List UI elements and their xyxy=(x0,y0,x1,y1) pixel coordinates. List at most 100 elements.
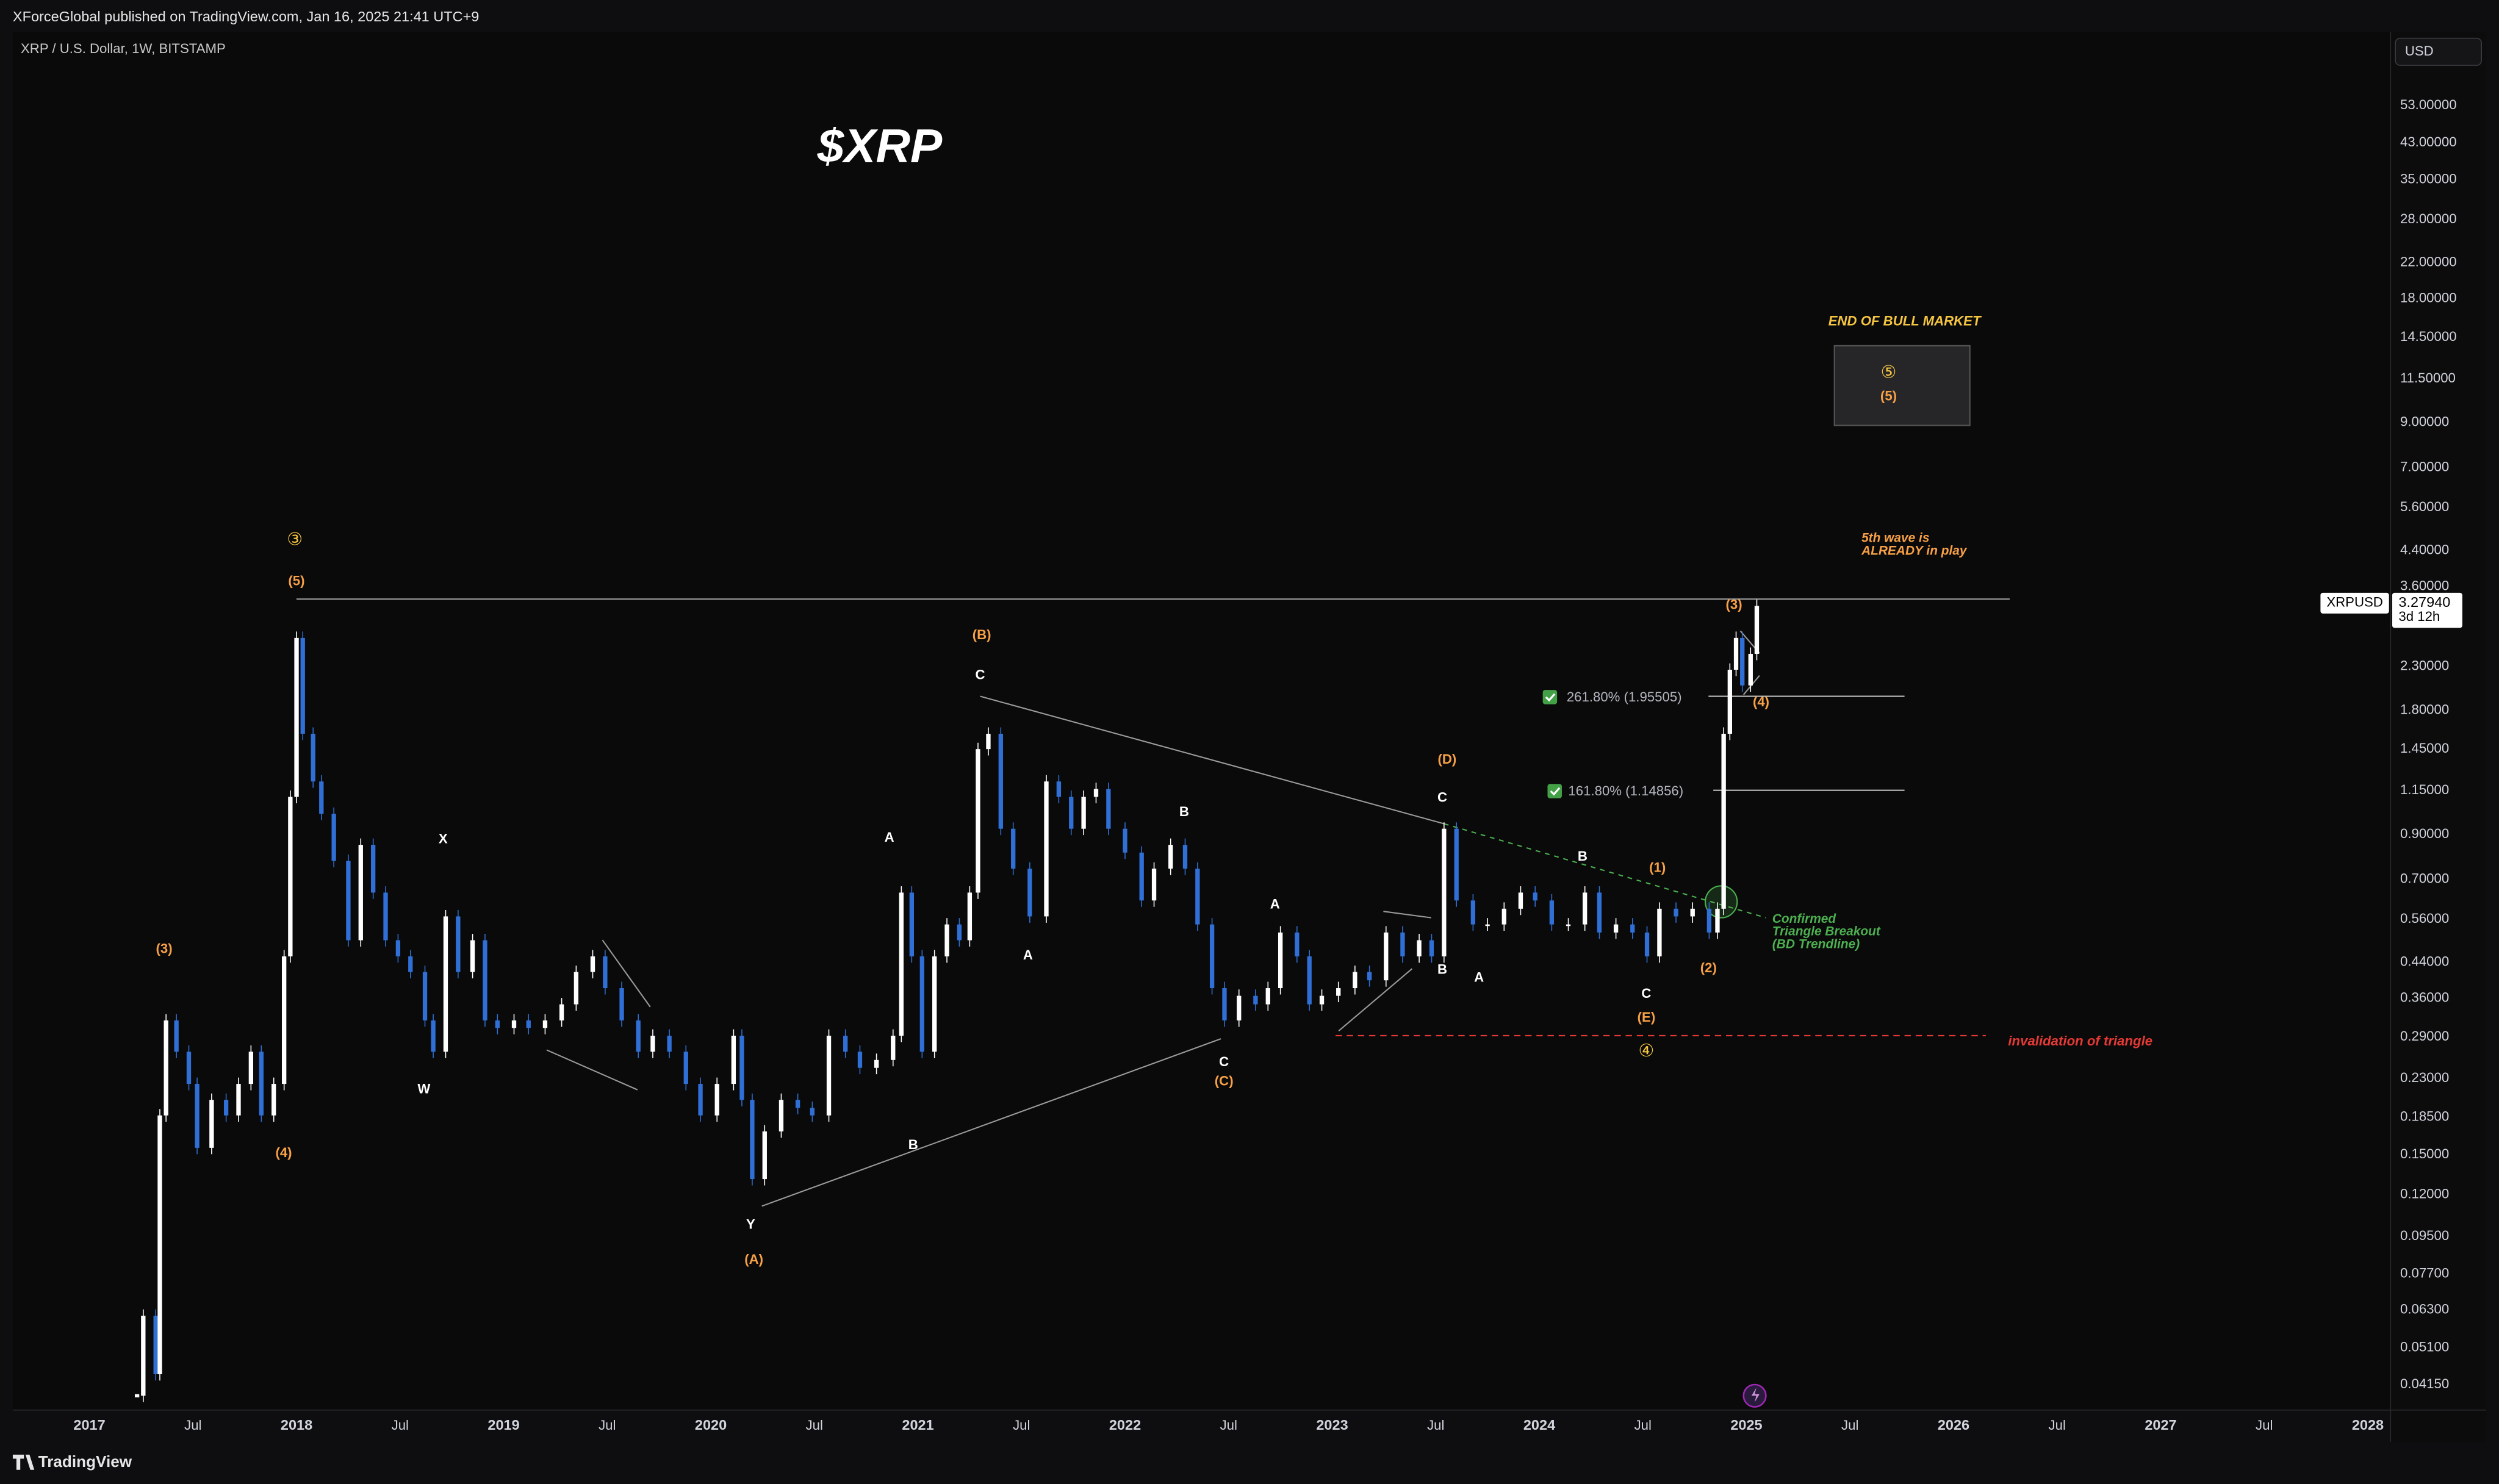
candle-body xyxy=(976,749,980,893)
x-tick-label: 2026 xyxy=(1938,1417,1969,1433)
candle-body xyxy=(1630,924,1635,933)
currency-label[interactable]: USD xyxy=(2405,43,2434,59)
candle-body xyxy=(1454,828,1459,901)
candle-body xyxy=(874,1059,879,1068)
candle-body xyxy=(1733,637,1739,670)
y-tick-label: 5.60000 xyxy=(2400,499,2449,514)
candle-body xyxy=(1168,845,1173,869)
candle-body xyxy=(1139,852,1144,901)
candle-body xyxy=(1195,869,1200,925)
candle-body xyxy=(1081,797,1086,829)
check-icon xyxy=(1542,690,1558,704)
brand-name: TradingView xyxy=(38,1452,132,1471)
candle-body xyxy=(909,892,914,956)
candle-body xyxy=(495,1020,500,1028)
candle-body xyxy=(195,1084,200,1148)
y-tick-label: 7.00000 xyxy=(2400,459,2449,474)
candle-body xyxy=(1533,892,1537,901)
candle-body xyxy=(164,1020,168,1116)
candle-body xyxy=(1027,869,1032,917)
wave-label: (5) xyxy=(1880,388,1897,403)
countdown-label: 3d 12h xyxy=(2398,609,2440,624)
candle-body xyxy=(1123,828,1127,853)
wave-label: B xyxy=(908,1137,918,1152)
plot-area xyxy=(12,32,2391,1410)
x-tick-label: 2019 xyxy=(487,1417,519,1433)
candle-body xyxy=(1706,908,1712,933)
candle-body xyxy=(456,916,461,972)
wave-label: (E) xyxy=(1638,1009,1656,1025)
y-tick-label: 18.00000 xyxy=(2400,290,2457,305)
candle-body xyxy=(795,1100,800,1108)
publish-info: XForceGlobal published on TradingView.co… xyxy=(13,9,479,24)
wave-label: (C) xyxy=(1215,1074,1234,1089)
candle-body xyxy=(1715,908,1720,933)
wave-label: A xyxy=(1023,947,1033,962)
candle-body xyxy=(857,1052,863,1068)
candle-body xyxy=(1748,653,1753,686)
currency-button[interactable] xyxy=(2395,37,2483,66)
wave-label: (2) xyxy=(1700,960,1717,975)
x-tick-label: Jul xyxy=(2049,1418,2066,1433)
wave-label: (A) xyxy=(744,1252,763,1267)
wave-label: ③ xyxy=(287,529,303,550)
candle-body xyxy=(288,797,293,956)
candle-body xyxy=(957,924,962,941)
y-tick-label: 0.06300 xyxy=(2400,1302,2449,1317)
candle-body xyxy=(443,916,448,1052)
candle-body xyxy=(1209,924,1215,989)
candle-body xyxy=(1307,956,1312,1005)
candle-body xyxy=(174,1020,179,1052)
x-tick-label: 2022 xyxy=(1109,1417,1141,1433)
invalidation-note: invalidation of triangle xyxy=(2008,1033,2152,1048)
y-tick-label: 0.05100 xyxy=(2400,1339,2449,1355)
check-icon xyxy=(1547,784,1562,798)
wave-label: C xyxy=(1641,986,1651,1001)
candle-body xyxy=(619,988,624,1021)
candle-body xyxy=(1501,908,1506,925)
candle-body xyxy=(1400,932,1405,956)
breakout-note: Triangle Breakout xyxy=(1772,925,1881,939)
wave-label: X xyxy=(439,831,448,846)
candle-body xyxy=(1182,845,1188,869)
wave-label: (3) xyxy=(1726,597,1742,612)
time-axis: 2017 Jul 2018 Jul 2019 Jul 2020 Jul 2021 Jul 2022 J… xyxy=(73,1417,2384,1433)
candle-body xyxy=(383,892,388,941)
candle-body xyxy=(395,940,401,956)
candle-body xyxy=(1353,972,1357,989)
x-tick-label: Jul xyxy=(599,1418,616,1433)
x-tick-label: Jul xyxy=(392,1418,409,1433)
candle-body xyxy=(1056,781,1062,797)
y-tick-label: 11.50000 xyxy=(2400,370,2456,385)
triangle-upper xyxy=(980,695,1444,825)
candle-body xyxy=(986,733,991,750)
candle-body xyxy=(408,956,413,972)
y-tick-label: 0.09500 xyxy=(2400,1228,2449,1243)
candle-body xyxy=(731,1036,736,1084)
candle-body xyxy=(1106,789,1111,829)
candle-body xyxy=(1367,972,1372,981)
candle-body xyxy=(1319,995,1325,1005)
candle-body xyxy=(1237,995,1242,1021)
footer xyxy=(0,1442,2499,1484)
y-tick-label: 0.18500 xyxy=(2400,1109,2449,1124)
wedge-line xyxy=(546,1049,638,1091)
wedge-line xyxy=(1383,911,1431,919)
x-tick-label: 2028 xyxy=(2352,1417,2384,1433)
target-note: END OF BULL MARKET xyxy=(1828,314,1982,329)
wave-label: (3) xyxy=(156,941,173,956)
candle-body xyxy=(141,1316,146,1396)
candle-body xyxy=(739,1036,744,1100)
brand-logo xyxy=(12,1454,35,1470)
candle-body xyxy=(511,1020,517,1028)
candle-body xyxy=(1384,932,1389,981)
fib-label: 261.80% (1.95505) xyxy=(1567,689,1682,704)
y-tick-label: 0.15000 xyxy=(2400,1146,2449,1161)
wave-label: (B) xyxy=(973,627,991,642)
wave-label: B xyxy=(1437,962,1447,977)
candle-body xyxy=(370,845,376,893)
wave-note: 5th wave is xyxy=(1861,531,1929,545)
candle-body xyxy=(1429,940,1434,956)
candle-body xyxy=(223,1100,229,1116)
candle-body xyxy=(1597,892,1602,933)
